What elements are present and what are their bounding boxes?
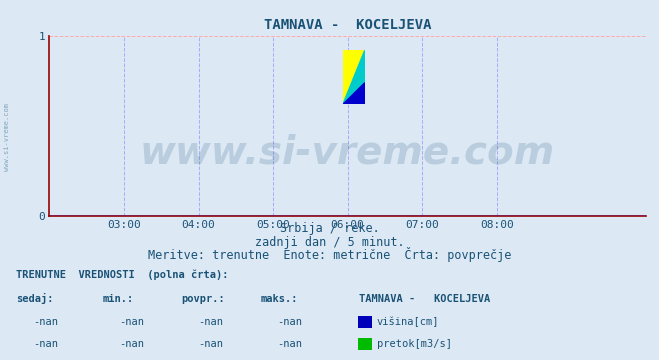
Text: -nan: -nan	[119, 317, 144, 327]
Text: min.:: min.:	[102, 294, 133, 305]
Text: maks.:: maks.:	[260, 294, 298, 305]
Text: -nan: -nan	[277, 317, 302, 327]
Text: -nan: -nan	[198, 317, 223, 327]
Text: Srbija / reke.: Srbija / reke.	[279, 222, 380, 235]
Text: Meritve: trenutne  Enote: metrične  Črta: povprečje: Meritve: trenutne Enote: metrične Črta: …	[148, 247, 511, 262]
Text: -nan: -nan	[34, 317, 59, 327]
Text: pretok[m3/s]: pretok[m3/s]	[377, 339, 452, 349]
Title: TAMNAVA -  KOCELJEVA: TAMNAVA - KOCELJEVA	[264, 18, 432, 32]
Text: www.si-vreme.com: www.si-vreme.com	[140, 134, 556, 172]
Text: sedaj:: sedaj:	[16, 293, 54, 305]
Text: zadnji dan / 5 minut.: zadnji dan / 5 minut.	[254, 235, 405, 248]
Text: TAMNAVA -   KOCELJEVA: TAMNAVA - KOCELJEVA	[359, 294, 490, 305]
Text: -nan: -nan	[119, 339, 144, 349]
Text: -nan: -nan	[277, 339, 302, 349]
Text: www.si-vreme.com: www.si-vreme.com	[3, 103, 10, 171]
Text: povpr.:: povpr.:	[181, 294, 225, 305]
Text: TRENUTNE  VREDNOSTI  (polna črta):: TRENUTNE VREDNOSTI (polna črta):	[16, 269, 229, 280]
Polygon shape	[343, 83, 364, 104]
Polygon shape	[343, 50, 364, 104]
Polygon shape	[343, 50, 364, 104]
Text: -nan: -nan	[198, 339, 223, 349]
Text: -nan: -nan	[34, 339, 59, 349]
Text: višina[cm]: višina[cm]	[377, 316, 440, 327]
